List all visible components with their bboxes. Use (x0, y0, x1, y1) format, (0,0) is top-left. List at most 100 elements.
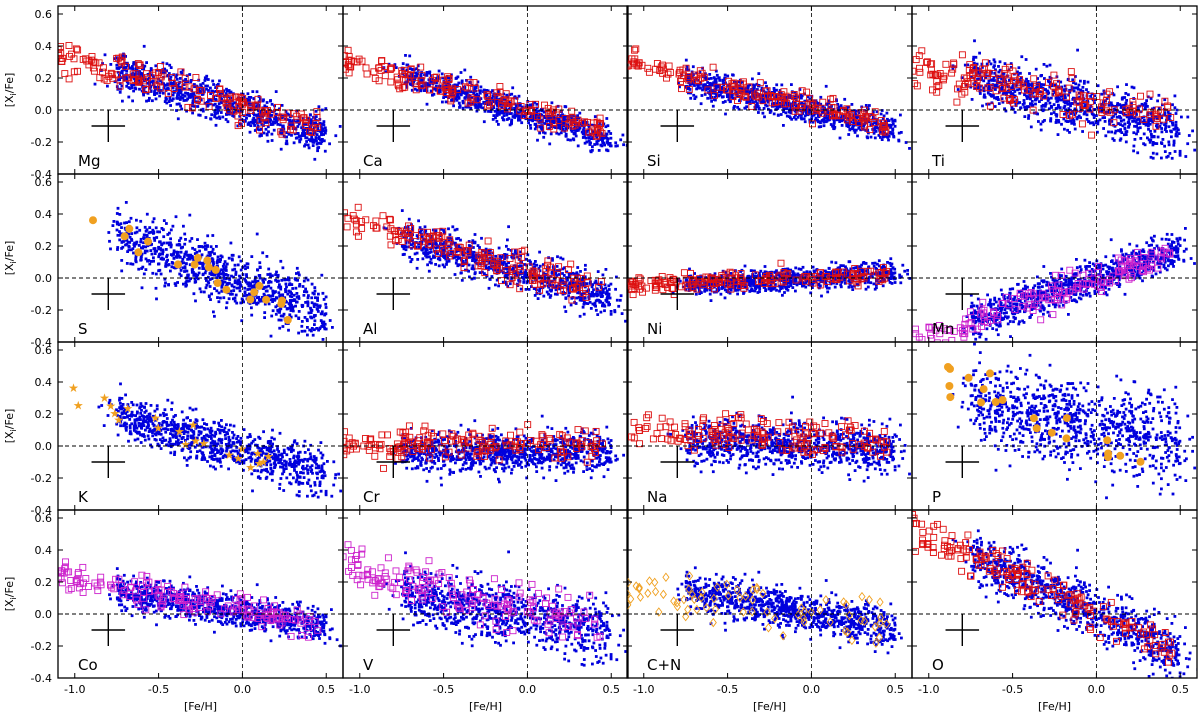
sample-point (270, 114, 273, 117)
sample-point (1133, 86, 1136, 89)
sample-point (176, 97, 179, 100)
sample-point (1026, 97, 1029, 100)
sample-point (1031, 104, 1034, 107)
sample-point (249, 124, 252, 127)
sample-point (452, 104, 455, 107)
sample-point (606, 133, 609, 136)
sample-point (830, 123, 833, 126)
sample-point (1072, 119, 1075, 122)
sample-point (1116, 102, 1119, 105)
sample-point (1156, 100, 1159, 103)
sample-point (275, 271, 278, 274)
sample-point (275, 90, 278, 93)
sample-point (480, 86, 483, 89)
sample-point (441, 73, 444, 76)
sample-point (1058, 98, 1061, 101)
sample-point (217, 256, 220, 259)
sample-point (978, 52, 981, 55)
sample-point (149, 249, 152, 252)
sample-point (487, 110, 490, 113)
sample-point (118, 230, 121, 233)
sample-point (323, 321, 326, 324)
sample-point (1069, 104, 1072, 107)
sample-point (125, 201, 128, 204)
sample-point (718, 76, 721, 79)
sample-point (1019, 107, 1022, 110)
sample-point (438, 70, 441, 73)
sample-point (1060, 123, 1063, 126)
sample-point (706, 81, 709, 84)
sample-point (202, 82, 205, 85)
sample-point (1042, 120, 1045, 123)
sample-point (726, 75, 729, 78)
sample-point (1178, 132, 1181, 135)
sample-point (1049, 119, 1052, 122)
sample-point (825, 85, 828, 88)
sample-point (458, 102, 461, 105)
sample-point (1041, 105, 1044, 108)
sample-point (786, 115, 789, 118)
sample-point (144, 246, 147, 249)
sample-point (1115, 130, 1118, 133)
reference-square (376, 78, 382, 84)
sample-point (755, 100, 758, 103)
sample-point (305, 291, 308, 294)
sample-point (324, 129, 327, 132)
reference-square (954, 99, 960, 105)
sample-point (1126, 130, 1129, 133)
sample-point (275, 297, 278, 300)
sample-point (152, 256, 155, 259)
sample-point (1136, 151, 1139, 154)
sample-point (162, 62, 165, 65)
sample-point (773, 113, 776, 116)
sample-point (282, 125, 285, 128)
sample-point (272, 309, 275, 312)
sample-point (616, 144, 619, 147)
sample-point (210, 245, 213, 248)
sample-point (995, 96, 998, 99)
sample-point (870, 136, 873, 139)
sample-point (1184, 155, 1187, 158)
sample-point (1162, 138, 1165, 141)
sample-point (1160, 141, 1163, 144)
sample-point (724, 113, 727, 116)
sample-point (1152, 141, 1155, 144)
sample-point (126, 262, 129, 265)
sample-point (599, 144, 602, 147)
sample-point (282, 315, 285, 318)
sample-point (1085, 88, 1088, 91)
sample-point (130, 232, 133, 235)
sample-point (847, 133, 850, 136)
sample-point (225, 118, 228, 121)
sample-point (299, 138, 302, 141)
sample-point (188, 73, 191, 76)
sample-point (780, 84, 783, 87)
sample-point (534, 123, 537, 126)
sample-point (1057, 104, 1060, 107)
reference-square (645, 65, 651, 71)
sample-point (107, 231, 110, 234)
reference-square (1079, 121, 1085, 127)
sample-point (415, 72, 418, 75)
sample-point (262, 281, 265, 284)
sample-point (1097, 84, 1100, 87)
sample-point (839, 119, 842, 122)
sample-point (129, 67, 132, 70)
sample-point (450, 99, 453, 102)
sample-point (431, 94, 434, 97)
sample-point (1102, 116, 1105, 119)
sample-point (314, 319, 317, 322)
sample-point (320, 142, 323, 145)
sample-point (1046, 65, 1049, 68)
sample-point (891, 129, 894, 132)
sample-point (321, 109, 324, 112)
sample-point (305, 344, 308, 347)
sample-point (1163, 123, 1166, 126)
sample-point (155, 287, 158, 290)
element-label: Ca (363, 152, 383, 170)
sample-point (170, 66, 173, 69)
sample-point (181, 94, 184, 97)
sample-point (823, 124, 826, 127)
sample-point (1082, 86, 1085, 89)
sample-point (1071, 102, 1074, 105)
